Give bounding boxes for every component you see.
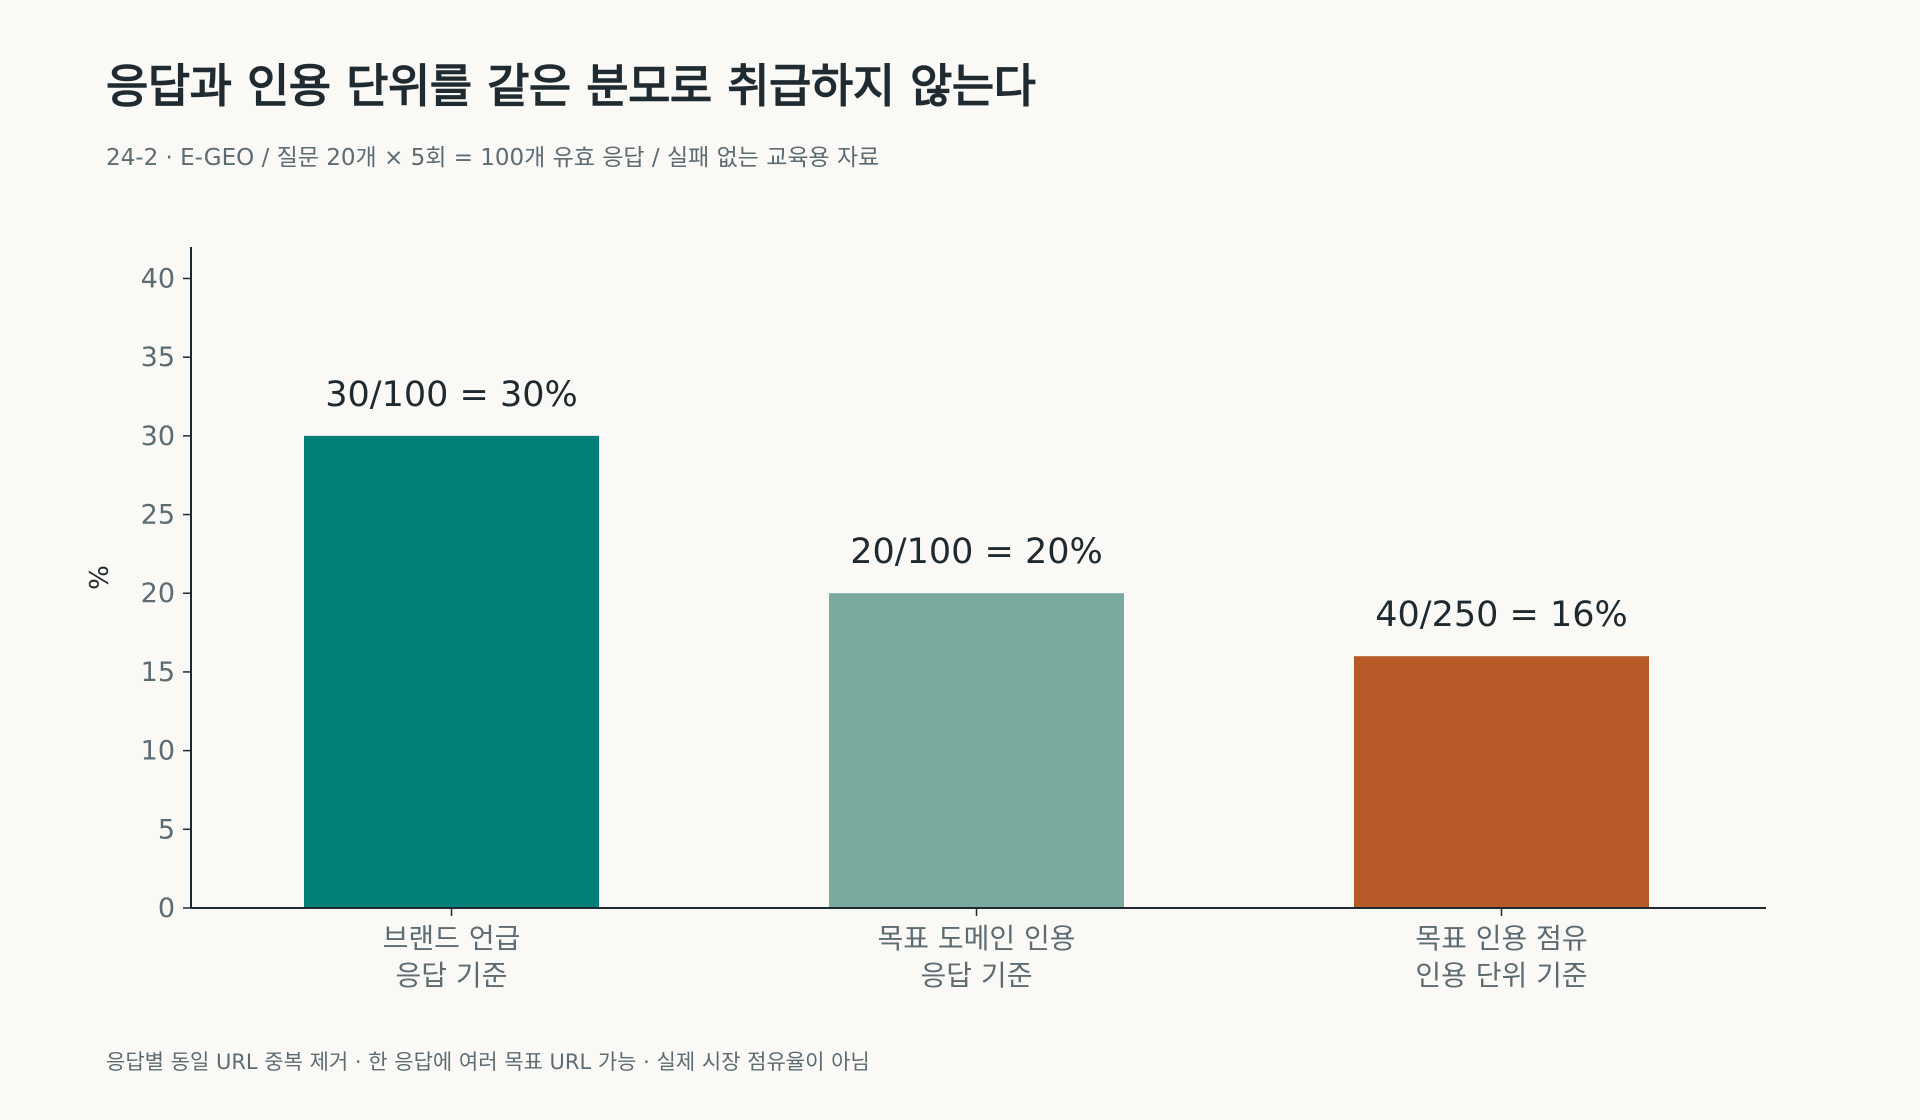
- x-tick-label: 목표 도메인 인용: [877, 922, 1075, 955]
- chart-title: 응답과 인용 단위를 같은 분모로 취급하지 않는다: [106, 59, 1036, 113]
- y-tick-label: 25: [141, 500, 175, 531]
- bar: [1354, 656, 1649, 908]
- y-tick-label: 35: [141, 342, 175, 373]
- x-tick-label: 응답 기준: [921, 959, 1033, 992]
- footnote: 응답별 동일 URL 중복 제거 · 한 응답에 여러 목표 URL 가능 · …: [106, 1050, 870, 1074]
- chart-subtitle: 24-2 · E-GEO / 질문 20개 × 5회 = 100개 유효 응답 …: [106, 145, 880, 171]
- x-tick-label: 목표 인용 점유: [1415, 922, 1587, 955]
- x-tick-label: 응답 기준: [396, 959, 508, 992]
- y-tick-label: 40: [141, 263, 175, 294]
- y-tick-label: 30: [141, 421, 175, 452]
- y-tick-label: 15: [141, 657, 175, 688]
- bar-value-label: 40/250 = 16%: [1375, 595, 1628, 635]
- y-tick-label: 5: [158, 814, 175, 845]
- bar-value-label: 20/100 = 20%: [850, 532, 1103, 572]
- bar-value-label: 30/100 = 30%: [325, 375, 578, 415]
- y-axis-label: %: [85, 565, 115, 590]
- y-axis-ticks: 0 5 10 15 20 25 30 35 40: [141, 263, 191, 924]
- y-tick-label: 10: [141, 736, 175, 767]
- bar: [829, 593, 1124, 908]
- x-tick-label: 브랜드 언급: [383, 922, 521, 955]
- y-tick-label: 20: [141, 578, 175, 609]
- y-tick-label: 0: [158, 893, 175, 924]
- bars: 30/100 = 30% 20/100 = 20% 40/250 = 16%: [304, 375, 1649, 908]
- bar: [304, 435, 599, 908]
- x-tick-label: 인용 단위 기준: [1415, 959, 1587, 992]
